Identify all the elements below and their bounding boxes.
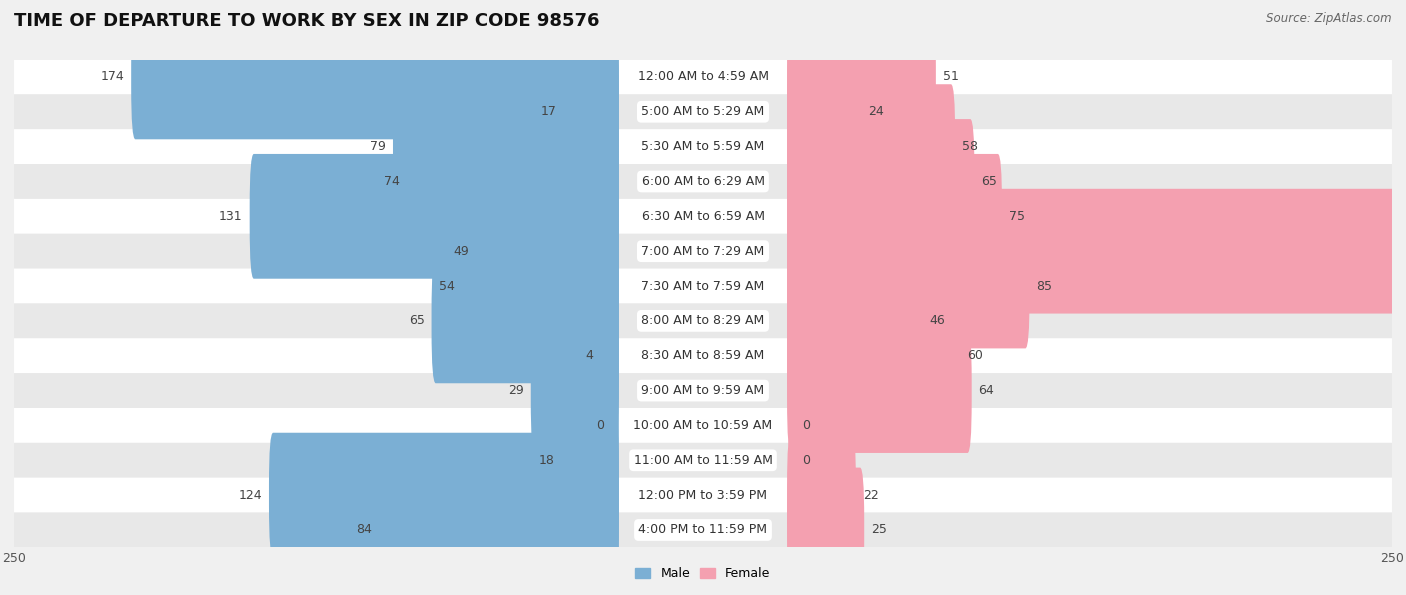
Text: 0: 0 xyxy=(803,419,810,432)
Text: 5:00 AM to 5:29 AM: 5:00 AM to 5:29 AM xyxy=(641,105,765,118)
Text: 64: 64 xyxy=(979,384,994,397)
Text: 54: 54 xyxy=(439,280,456,293)
Text: 85: 85 xyxy=(1036,280,1053,293)
Text: 29: 29 xyxy=(508,384,524,397)
Text: 6:30 AM to 6:59 AM: 6:30 AM to 6:59 AM xyxy=(641,210,765,223)
Text: 11:00 AM to 11:59 AM: 11:00 AM to 11:59 AM xyxy=(634,454,772,466)
FancyBboxPatch shape xyxy=(787,224,1029,349)
Text: 4:00 PM to 11:59 PM: 4:00 PM to 11:59 PM xyxy=(638,524,768,537)
Text: 124: 124 xyxy=(239,488,262,502)
Text: TIME OF DEPARTURE TO WORK BY SEX IN ZIP CODE 98576: TIME OF DEPARTURE TO WORK BY SEX IN ZIP … xyxy=(14,12,599,30)
FancyBboxPatch shape xyxy=(14,512,1392,547)
Text: 84: 84 xyxy=(357,524,373,537)
FancyBboxPatch shape xyxy=(14,408,1392,443)
Text: 12:00 AM to 4:59 AM: 12:00 AM to 4:59 AM xyxy=(637,70,769,83)
FancyBboxPatch shape xyxy=(14,478,1392,512)
FancyBboxPatch shape xyxy=(787,328,972,453)
FancyBboxPatch shape xyxy=(787,258,922,383)
FancyBboxPatch shape xyxy=(14,268,1392,303)
FancyBboxPatch shape xyxy=(561,398,619,522)
FancyBboxPatch shape xyxy=(14,60,1392,95)
Text: 4: 4 xyxy=(585,349,593,362)
FancyBboxPatch shape xyxy=(432,258,619,383)
Text: 74: 74 xyxy=(384,175,399,188)
Text: 79: 79 xyxy=(370,140,387,153)
Text: 46: 46 xyxy=(929,314,945,327)
FancyBboxPatch shape xyxy=(380,468,619,593)
FancyBboxPatch shape xyxy=(787,189,1406,314)
FancyBboxPatch shape xyxy=(475,189,619,314)
Text: 12:00 PM to 3:59 PM: 12:00 PM to 3:59 PM xyxy=(638,488,768,502)
Text: 51: 51 xyxy=(943,70,959,83)
FancyBboxPatch shape xyxy=(787,119,974,244)
FancyBboxPatch shape xyxy=(787,293,960,418)
Text: 60: 60 xyxy=(967,349,983,362)
Text: 58: 58 xyxy=(962,140,979,153)
Text: 17: 17 xyxy=(541,105,557,118)
Text: 8:30 AM to 8:59 AM: 8:30 AM to 8:59 AM xyxy=(641,349,765,362)
Text: 65: 65 xyxy=(409,314,425,327)
Text: 5:30 AM to 5:59 AM: 5:30 AM to 5:59 AM xyxy=(641,140,765,153)
FancyBboxPatch shape xyxy=(787,468,865,593)
Legend: Male, Female: Male, Female xyxy=(630,562,776,585)
FancyBboxPatch shape xyxy=(461,224,619,349)
Text: 65: 65 xyxy=(981,175,997,188)
FancyBboxPatch shape xyxy=(599,293,619,418)
Text: 0: 0 xyxy=(596,419,603,432)
FancyBboxPatch shape xyxy=(250,154,619,278)
Text: 49: 49 xyxy=(453,245,468,258)
FancyBboxPatch shape xyxy=(131,14,619,139)
FancyBboxPatch shape xyxy=(14,129,1392,164)
Text: 24: 24 xyxy=(869,105,884,118)
FancyBboxPatch shape xyxy=(392,84,619,209)
FancyBboxPatch shape xyxy=(564,49,619,174)
Text: 131: 131 xyxy=(219,210,243,223)
Text: 6:00 AM to 6:29 AM: 6:00 AM to 6:29 AM xyxy=(641,175,765,188)
FancyBboxPatch shape xyxy=(14,234,1392,268)
FancyBboxPatch shape xyxy=(787,154,1002,278)
FancyBboxPatch shape xyxy=(269,433,619,558)
FancyBboxPatch shape xyxy=(406,119,619,244)
Text: 7:00 AM to 7:29 AM: 7:00 AM to 7:29 AM xyxy=(641,245,765,258)
Text: 7:30 AM to 7:59 AM: 7:30 AM to 7:59 AM xyxy=(641,280,765,293)
Text: Source: ZipAtlas.com: Source: ZipAtlas.com xyxy=(1267,12,1392,25)
Text: 10:00 AM to 10:59 AM: 10:00 AM to 10:59 AM xyxy=(634,419,772,432)
Text: 174: 174 xyxy=(101,70,124,83)
Text: 75: 75 xyxy=(1010,210,1025,223)
FancyBboxPatch shape xyxy=(14,95,1392,129)
Text: 22: 22 xyxy=(863,488,879,502)
Text: 25: 25 xyxy=(872,524,887,537)
FancyBboxPatch shape xyxy=(14,373,1392,408)
Text: 8:00 AM to 8:29 AM: 8:00 AM to 8:29 AM xyxy=(641,314,765,327)
FancyBboxPatch shape xyxy=(787,49,862,174)
FancyBboxPatch shape xyxy=(14,443,1392,478)
FancyBboxPatch shape xyxy=(787,84,955,209)
Text: 18: 18 xyxy=(538,454,554,466)
FancyBboxPatch shape xyxy=(14,339,1392,373)
Text: 9:00 AM to 9:59 AM: 9:00 AM to 9:59 AM xyxy=(641,384,765,397)
FancyBboxPatch shape xyxy=(14,164,1392,199)
FancyBboxPatch shape xyxy=(531,328,619,453)
FancyBboxPatch shape xyxy=(787,14,936,139)
FancyBboxPatch shape xyxy=(14,303,1392,339)
FancyBboxPatch shape xyxy=(14,199,1392,234)
FancyBboxPatch shape xyxy=(787,433,856,558)
Text: 0: 0 xyxy=(803,454,810,466)
